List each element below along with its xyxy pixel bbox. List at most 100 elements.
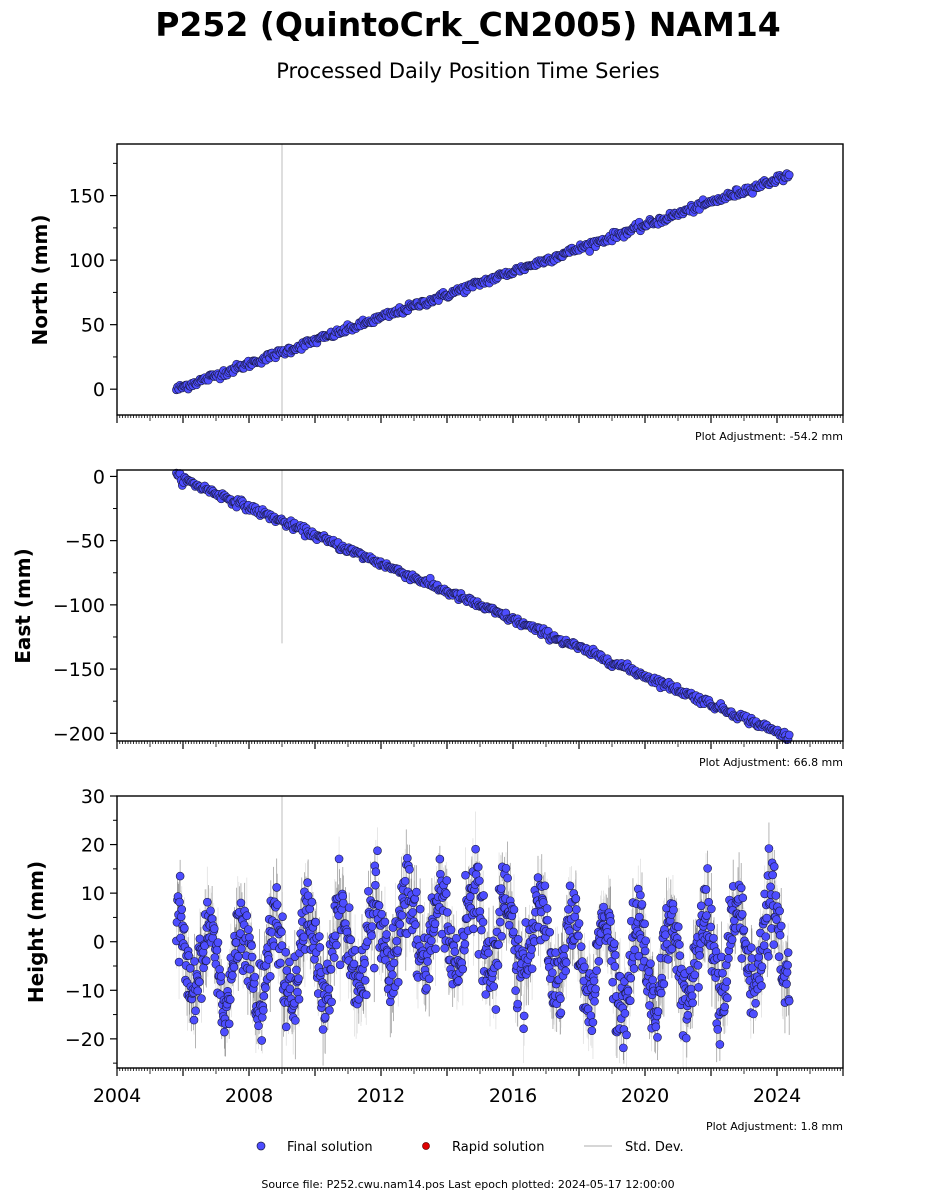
final-solution-point (431, 944, 440, 954)
final-solution-point (344, 903, 354, 912)
final-solution-point (471, 844, 480, 854)
legend-rapid-label: Rapid solution (452, 1140, 544, 1155)
final-solution-point (184, 951, 193, 960)
final-solution-point (590, 997, 599, 1006)
final-solution-point (473, 862, 483, 872)
final-solution-point (688, 998, 697, 1008)
final-solution-point (589, 976, 599, 986)
final-solution-point (228, 971, 237, 980)
final-solution-point (769, 940, 779, 949)
final-solution-point (411, 920, 420, 929)
final-solution-point (174, 957, 184, 967)
final-solution-point (374, 901, 384, 910)
final-solution-point (225, 995, 235, 1004)
final-solution-point (748, 963, 757, 972)
north-ylabel: North (mm) (28, 214, 52, 345)
final-solution-point (766, 882, 775, 892)
final-solution-point (527, 964, 537, 974)
final-solution-point (651, 1022, 661, 1032)
final-solution-point (479, 891, 488, 900)
final-solution-point (591, 984, 600, 994)
final-solution-point (380, 917, 390, 927)
final-solution-point (361, 990, 371, 1000)
height-panel: −20 −10 0 10 20 30 2004 2008 2012 2016 2020 2024 He… (24, 786, 844, 1133)
final-solution-point (175, 897, 184, 907)
xtick-label: 2008 (225, 1085, 273, 1107)
final-solution-point (635, 912, 644, 922)
final-solution-point (257, 1036, 267, 1045)
final-solution-point (329, 953, 339, 962)
final-solution-point (360, 959, 369, 968)
final-solution-point (292, 965, 301, 975)
final-solution-point (327, 997, 336, 1007)
final-solution-point (625, 996, 635, 1005)
final-solution-point (405, 865, 414, 874)
final-solution-point (458, 964, 468, 974)
height-ytick-label: 10 (81, 883, 105, 905)
final-solution-point (772, 915, 781, 924)
final-solution-point (611, 950, 620, 960)
final-solution-point (715, 1040, 725, 1049)
final-solution-point (180, 923, 189, 933)
final-solution-point (690, 970, 700, 980)
final-solution-point (774, 952, 784, 962)
final-solution-point (653, 1007, 663, 1016)
final-solution-point (441, 889, 451, 898)
final-solution-point (212, 945, 222, 955)
final-solution-point (509, 927, 518, 937)
final-solution-point (364, 886, 373, 896)
final-solution-point (775, 930, 785, 940)
final-solution-point (782, 967, 792, 977)
final-solution-point (580, 962, 589, 972)
east-ytick-label: −150 (53, 659, 105, 681)
final-solution-point (475, 907, 485, 916)
north-ytick-label: 150 (69, 186, 105, 208)
final-solution-point (233, 952, 243, 961)
final-solution-point (610, 962, 620, 971)
final-solution-point (703, 864, 712, 873)
east-ytick-label: −100 (53, 595, 105, 617)
final-solution-point (572, 905, 581, 914)
final-solution-point (659, 979, 669, 989)
final-solution-point (393, 946, 403, 955)
final-solution-point (737, 909, 747, 919)
final-solution-point (281, 1022, 291, 1032)
final-solution-point (489, 982, 499, 991)
final-solution-point (556, 994, 565, 1003)
xtick-label: 2016 (489, 1085, 537, 1107)
final-solution-point (675, 951, 685, 960)
final-solution-point (738, 893, 748, 903)
final-solution-point (415, 904, 425, 914)
final-solution-point (201, 956, 211, 966)
final-solution-point (242, 911, 252, 920)
final-solution-point (311, 917, 320, 927)
final-solution-point (667, 944, 677, 954)
final-solution-point (247, 941, 256, 950)
legend-std-label: Std. Dev. (625, 1140, 684, 1155)
final-solution-point (452, 933, 461, 943)
final-solution-point (594, 956, 604, 966)
final-solution-point (749, 1009, 758, 1019)
final-solution-point (722, 977, 732, 986)
final-solution-point (587, 1026, 597, 1035)
final-solution-point (388, 970, 397, 980)
final-solution-point (724, 954, 733, 963)
figure-subtitle: Processed Daily Position Time Series (276, 59, 660, 83)
final-solution-point (585, 247, 594, 256)
final-solution-point (771, 891, 781, 900)
final-solution-point (259, 1005, 268, 1015)
final-solution-point (325, 1006, 334, 1015)
final-solution-point (272, 883, 281, 892)
final-solution-point (430, 919, 440, 929)
final-solution-point (193, 986, 203, 996)
final-solution-point (713, 1025, 723, 1034)
final-solution-point (784, 730, 794, 740)
final-solution-point (236, 898, 246, 908)
final-solution-point (371, 867, 381, 877)
legend-rapid-marker (422, 1142, 430, 1150)
final-solution-point (543, 915, 552, 925)
final-solution-point (706, 922, 716, 932)
final-solution-point (209, 924, 219, 934)
final-solution-point (276, 958, 285, 968)
final-solution-point (513, 999, 523, 1009)
